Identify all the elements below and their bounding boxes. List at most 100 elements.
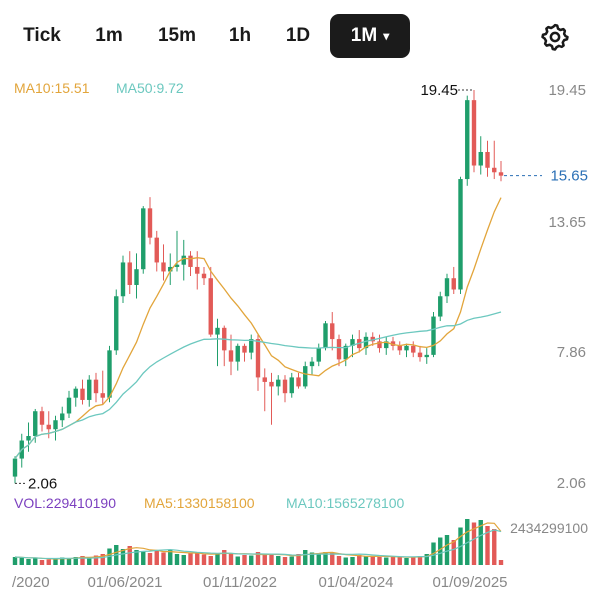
- volume-bar: [323, 552, 328, 565]
- volume-bar: [87, 558, 92, 565]
- candle: [296, 372, 301, 389]
- candle-body: [424, 354, 429, 358]
- volume-bar: [377, 557, 382, 565]
- candle: [222, 325, 227, 367]
- volume-bar: [60, 557, 65, 565]
- candle-body: [498, 172, 504, 176]
- candle: [255, 334, 261, 391]
- candle: [431, 312, 436, 358]
- volume-bar: [498, 560, 504, 565]
- volume-bar: [384, 557, 389, 565]
- candle: [80, 379, 85, 405]
- volume-bar: [350, 557, 355, 565]
- candle: [485, 140, 490, 177]
- candle-body: [249, 339, 254, 353]
- volume-bar: [255, 552, 261, 565]
- candle: [26, 422, 31, 452]
- volume-bar: [363, 556, 369, 565]
- candle: [478, 136, 483, 175]
- candle-body: [417, 352, 423, 358]
- candle: [363, 332, 369, 355]
- candle-body: [384, 341, 389, 349]
- candle: [168, 253, 173, 285]
- candle-body: [242, 345, 247, 353]
- ma50-line: [14, 311, 502, 459]
- candle-body: [228, 350, 234, 362]
- volume-bar: [222, 550, 227, 565]
- candle: [120, 255, 126, 304]
- candle-body: [465, 100, 470, 180]
- candle: [39, 406, 45, 432]
- candle: [53, 415, 58, 441]
- tab-tick[interactable]: Tick: [23, 25, 61, 46]
- candle: [228, 334, 234, 376]
- candle: [12, 456, 18, 484]
- candle-body: [471, 100, 477, 166]
- volume-bar: [235, 556, 240, 565]
- volume-bar: [147, 553, 153, 565]
- volume-bar: [208, 556, 213, 565]
- candle: [208, 266, 213, 337]
- volume-bar: [303, 550, 308, 565]
- price-axis-label: 2.06: [557, 475, 586, 492]
- volume-bar: [12, 557, 18, 565]
- tab-1m-monthly[interactable]: 1M ▾: [330, 14, 410, 58]
- candle-body: [107, 350, 112, 398]
- price-axis-label: 13.65: [548, 214, 586, 231]
- candle-body: [397, 345, 402, 351]
- candle-body: [492, 167, 497, 173]
- candle: [370, 332, 375, 346]
- candle-body: [235, 345, 240, 362]
- volume-bar: [174, 554, 180, 565]
- ma50-indicator: MA50:9.72: [116, 80, 184, 96]
- volume-bar: [424, 554, 429, 565]
- candle: [444, 273, 450, 304]
- volume-bar: [478, 520, 483, 565]
- candle-body: [12, 458, 18, 477]
- volume-bar: [316, 554, 321, 565]
- tab-1h[interactable]: 1h: [228, 25, 252, 46]
- candle-body: [350, 339, 355, 346]
- volume-ma5-indicator: MA5:1330158100: [144, 495, 255, 511]
- candle: [336, 334, 342, 367]
- volume-ma10-line: [14, 529, 502, 560]
- volume-bar: [80, 556, 85, 565]
- volume-bar: [39, 560, 45, 565]
- candle-body: [363, 336, 369, 349]
- volume-bar: [53, 558, 58, 565]
- volume-bar: [154, 551, 159, 565]
- candle: [384, 336, 389, 355]
- candle: [100, 370, 105, 405]
- tab-1d[interactable]: 1D: [285, 25, 311, 46]
- volume-bar: [46, 559, 51, 565]
- volume-bar: [471, 522, 477, 565]
- candle-body: [161, 262, 166, 272]
- candle-body: [127, 262, 132, 285]
- tab-15m[interactable]: 15m: [157, 25, 197, 46]
- volume-bar: [195, 552, 200, 565]
- tab-1m[interactable]: 1m: [95, 25, 123, 46]
- candle: [451, 266, 456, 295]
- candle: [174, 230, 180, 272]
- candle: [269, 372, 274, 425]
- x-axis-label: /2020: [12, 574, 50, 591]
- candle-body: [53, 420, 58, 430]
- candle-body: [168, 266, 173, 272]
- volume-bar: [201, 554, 207, 565]
- candle: [60, 406, 65, 427]
- candle: [330, 312, 335, 351]
- candle: [201, 266, 207, 285]
- volume-bar: [215, 554, 220, 565]
- candle: [323, 321, 328, 351]
- candle-body: [343, 345, 348, 360]
- volume-max-label: 2434299100: [510, 520, 588, 536]
- candle-body: [289, 377, 294, 394]
- candle: [141, 206, 146, 274]
- volume-bar: [127, 546, 132, 565]
- volume-bar: [276, 556, 281, 565]
- candle-body: [330, 323, 335, 340]
- candle: [154, 230, 159, 272]
- gear-icon[interactable]: [540, 22, 570, 52]
- price-axis-label: 7.86: [557, 344, 586, 361]
